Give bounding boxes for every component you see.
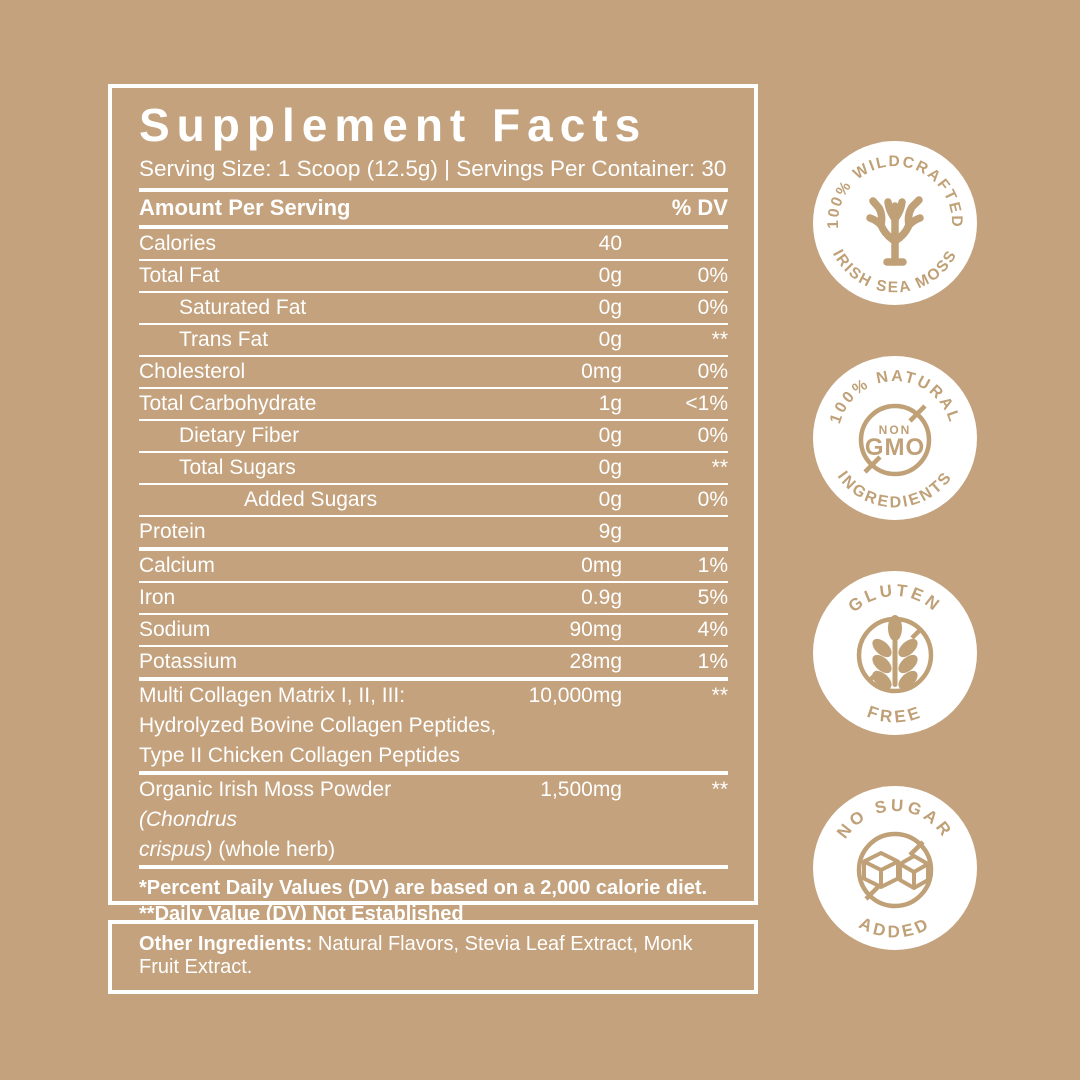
nutrient-amount: 0mg: [581, 554, 622, 577]
badge-circle: [813, 786, 977, 950]
table-row: Calcium 0mg 1%: [139, 551, 728, 583]
nutrient-dv: 5%: [697, 586, 728, 609]
nutrient-name: Saturated Fat: [179, 296, 307, 319]
percent-dv-header: % DV: [671, 195, 728, 220]
wheat-crossed-icon: [856, 615, 934, 694]
nutrient-name-continued: crispus) (whole herb): [139, 838, 336, 861]
table-row: Dietary Fiber 0g 0%: [139, 421, 728, 453]
nutrient-amount: 10,000mg: [528, 684, 622, 707]
nutrient-amount: 0g: [598, 264, 622, 287]
nutrient-name: Multi Collagen Matrix I, II, III: Hydroly…: [139, 681, 496, 771]
sea-moss-icon: [866, 196, 924, 266]
nutrient-amount: 0.9g: [581, 586, 622, 609]
footnote-daily-values: *Percent Daily Values (DV) are based on …: [139, 877, 708, 899]
gmo-label: GMO: [865, 434, 925, 461]
nutrient-dv: 0%: [697, 360, 728, 383]
serving-info: Serving Size: 1 Scoop (12.5g) | Servings…: [139, 156, 727, 181]
non-label: NON: [879, 423, 912, 437]
nutrient-amount: 0mg: [581, 360, 622, 383]
nutrient-name: Cholesterol: [139, 360, 246, 383]
nutrient-name: Dietary Fiber: [179, 424, 300, 447]
table-row: Total Sugars 0g **: [139, 453, 728, 485]
table-row: Sodium 90mg 4%: [139, 615, 728, 647]
other-ingredients-text: Natural Flavors, Stevia Leaf Extract, Mo…: [139, 933, 693, 978]
nutrient-dv: 1%: [697, 650, 728, 673]
divider: [139, 225, 728, 229]
nutrient-name: Sodium: [139, 618, 211, 641]
badge-circle: [813, 356, 977, 520]
other-ingredients-box: Other Ingredients: Natural Flavors, Stev…: [108, 920, 758, 994]
amount-per-serving-header: Amount Per Serving: [139, 195, 351, 220]
table-row: Saturated Fat 0g 0%: [139, 293, 728, 325]
table-row: Trans Fat 0g **: [139, 325, 728, 357]
supplement-facts-panel: Supplement Facts Serving Size: 1 Scoop (…: [108, 84, 758, 925]
badge-wildcrafted-irish-sea-moss: 100% WILDCRAFTED IRISH SEA MOSS: [813, 141, 977, 305]
nutrient-name: Trans Fat: [179, 328, 269, 351]
table-row: Total Fat 0g 0%: [139, 261, 728, 293]
nutrient-amount: 0g: [598, 488, 622, 511]
nutrient-dv: 0%: [697, 424, 728, 447]
nutrient-dv: <1%: [685, 392, 728, 415]
nutrient-name: Iron: [139, 586, 176, 609]
nutrient-dv: **: [711, 684, 728, 707]
nutrient-name: Total Sugars: [179, 456, 296, 479]
nutrient-amount: 0g: [598, 456, 622, 479]
badge-gluten-free: GLUTEN FREE: [813, 571, 977, 735]
table-row: Iron 0.9g 5%: [139, 583, 728, 615]
table-row: Cholesterol 0mg 0%: [139, 357, 728, 389]
nutrient-amount: 1g: [598, 392, 622, 415]
panel-title: Supplement Facts: [139, 99, 648, 151]
nutrient-dv: 0%: [697, 488, 728, 511]
table-row: Calories 40: [139, 229, 728, 261]
non-gmo-icon: NON GMO: [858, 403, 932, 477]
nutrient-name: Calories: [139, 232, 217, 255]
badge-natural-ingredients: 100% NATURAL INGREDIENTS NON GMO: [813, 356, 977, 520]
nutrient-dv: 0%: [697, 264, 728, 287]
nutrient-amount: 0g: [598, 296, 622, 319]
nutrient-dv: **: [711, 456, 728, 479]
sugar-cube-crossed-icon: [856, 831, 934, 909]
nutrient-amount: 40: [598, 232, 622, 255]
nutrient-name-continued: Type II Chicken Collagen Peptides: [139, 744, 461, 767]
table-row: Total Carbohydrate 1g <1%: [139, 389, 728, 421]
nutrient-name: Potassium: [139, 650, 238, 673]
nutrient-amount: 0g: [598, 328, 622, 351]
nutrient-name: Protein: [139, 520, 206, 543]
table-row: Protein 9g: [139, 517, 728, 551]
table-row: Organic Irish Moss Powder (Chondrus crisp…: [139, 775, 728, 869]
table-row: Multi Collagen Matrix I, II, III: Hydroly…: [139, 681, 728, 775]
table-row: Added Sugars 0g 0%: [139, 485, 728, 517]
nutrient-name: Total Fat: [139, 264, 220, 287]
nutrient-amount: 0g: [598, 424, 622, 447]
nutrient-amount: 28mg: [569, 650, 622, 673]
nutrient-dv: 4%: [697, 618, 728, 641]
other-ingredients-label: Other Ingredients:: [139, 933, 313, 955]
table-row: Potassium 28mg 1%: [139, 647, 728, 681]
nutrient-name: Organic Irish Moss Powder (Chondrus crisp…: [139, 775, 492, 865]
nutrient-name: Added Sugars: [244, 488, 378, 511]
nutrient-dv: **: [711, 778, 728, 801]
nutrient-amount: 90mg: [569, 618, 622, 641]
nutrient-dv: **: [711, 328, 728, 351]
footnotes: *Percent Daily Values (DV) are based on …: [139, 869, 728, 927]
divider: [139, 188, 728, 192]
footnote-not-established: **Daily Value (DV) Not Established: [139, 903, 464, 925]
nutrient-name: Total Carbohydrate: [139, 392, 317, 415]
table-header: Amount Per Serving % DV: [139, 193, 728, 223]
badge-no-sugar-added: NO SUGAR ADDED: [813, 786, 977, 950]
nutrient-amount: 1,500mg: [540, 778, 622, 801]
nutrient-dv: 1%: [697, 554, 728, 577]
nutrition-table: Calories 40 Total Fat 0g 0% Saturated Fat 0g 0%…: [139, 229, 728, 869]
nutrient-name-continued: Hydrolyzed Bovine Collagen Peptides,: [139, 714, 497, 737]
nutrient-dv: 0%: [697, 296, 728, 319]
nutrient-amount: 9g: [598, 520, 622, 543]
nutrient-name: Calcium: [139, 554, 215, 577]
